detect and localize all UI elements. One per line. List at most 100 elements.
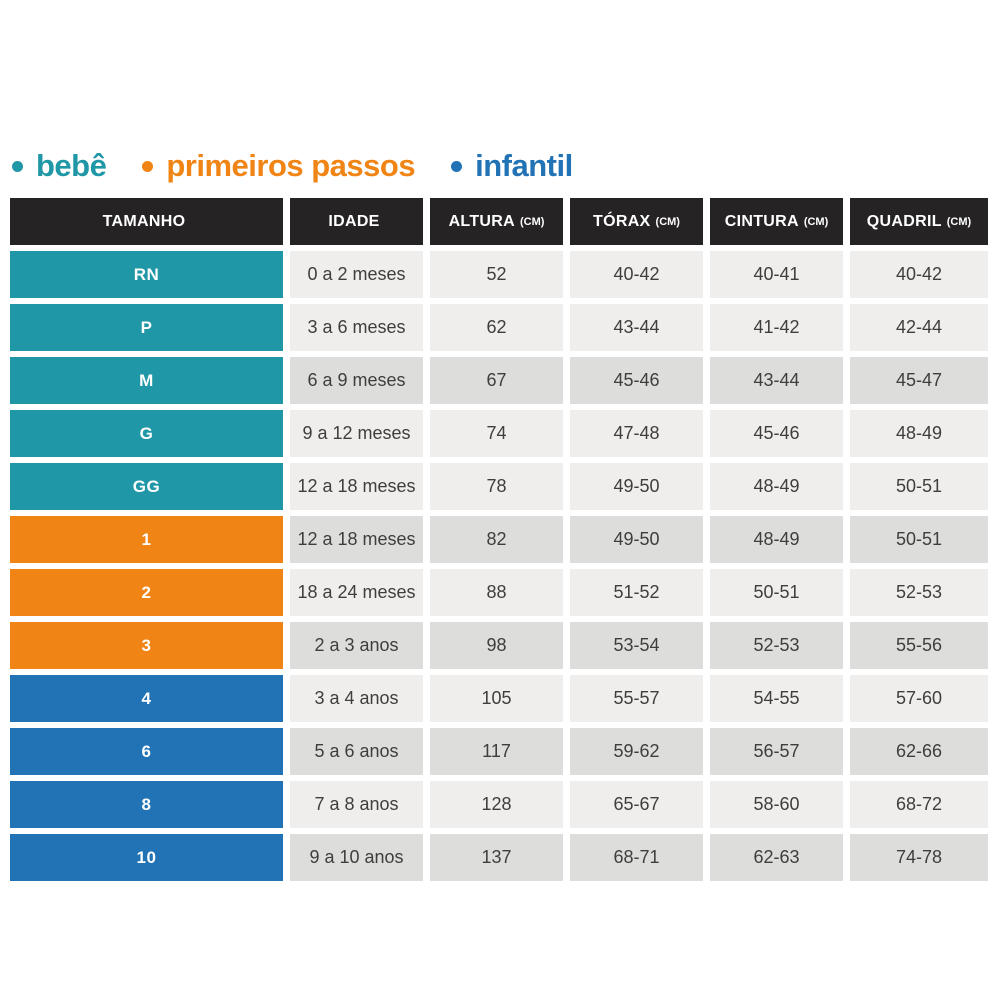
chest-cell: 47-48 (570, 410, 703, 457)
height-cell: 78 (430, 463, 563, 510)
waist-cell: 45-46 (710, 410, 843, 457)
height-cell: 137 (430, 834, 563, 881)
waist-cell: 43-44 (710, 357, 843, 404)
height-cell: 82 (430, 516, 563, 563)
waist-cell: 48-49 (710, 516, 843, 563)
header-label: TÓRAX (593, 212, 651, 230)
height-cell: 52 (430, 251, 563, 298)
waist-cell: 54-55 (710, 675, 843, 722)
chest-cell: 51-52 (570, 569, 703, 616)
size-cell: RN (10, 251, 283, 298)
legend-label: infantil (475, 148, 573, 183)
legend-label: bebê (36, 148, 107, 183)
size-cell: 10 (10, 834, 283, 881)
size-cell: 6 (10, 728, 283, 775)
hip-cell: 55-56 (850, 622, 988, 669)
height-cell: 74 (430, 410, 563, 457)
size-cell: G (10, 410, 283, 457)
hip-cell: 42-44 (850, 304, 988, 351)
age-cell: 12 a 18 meses (290, 463, 423, 510)
size-chart-page: bebê primeiros passos infantil TAMANHO I… (10, 147, 990, 881)
header-cell-torax: TÓRAX (CM) (570, 198, 703, 245)
chest-cell: 49-50 (570, 463, 703, 510)
hip-cell: 40-42 (850, 251, 988, 298)
chest-cell: 68-71 (570, 834, 703, 881)
hip-cell: 48-49 (850, 410, 988, 457)
header-unit: (CM) (519, 215, 545, 228)
hip-cell: 68-72 (850, 781, 988, 828)
hip-cell: 45-47 (850, 357, 988, 404)
legend-item-primeiros-passos: primeiros passos (142, 148, 416, 184)
size-cell: 8 (10, 781, 283, 828)
age-cell: 7 a 8 anos (290, 781, 423, 828)
age-cell: 9 a 10 anos (290, 834, 423, 881)
size-cell: GG (10, 463, 283, 510)
header-cell-cintura: CINTURA (CM) (710, 198, 843, 245)
header-label: IDADE (328, 212, 380, 230)
height-cell: 88 (430, 569, 563, 616)
size-group-legend: bebê primeiros passos infantil (12, 147, 990, 185)
waist-cell: 62-63 (710, 834, 843, 881)
waist-cell: 58-60 (710, 781, 843, 828)
legend-item-infantil: infantil (451, 148, 573, 184)
hip-cell: 50-51 (850, 463, 988, 510)
header-unit: (CM) (803, 215, 829, 228)
bullet-icon (12, 160, 23, 172)
bullet-icon (451, 160, 463, 172)
hip-cell: 74-78 (850, 834, 988, 881)
age-cell: 18 a 24 meses (290, 569, 423, 616)
size-cell: 4 (10, 675, 283, 722)
size-cell: M (10, 357, 283, 404)
header-cell-idade: IDADE (290, 198, 423, 245)
legend-label: primeiros passos (166, 148, 416, 183)
waist-cell: 50-51 (710, 569, 843, 616)
header-label: QUADRIL (866, 212, 942, 230)
size-cell: 1 (10, 516, 283, 563)
chest-cell: 49-50 (570, 516, 703, 563)
chest-cell: 55-57 (570, 675, 703, 722)
chest-cell: 45-46 (570, 357, 703, 404)
waist-cell: 48-49 (710, 463, 843, 510)
waist-cell: 56-57 (710, 728, 843, 775)
header-cell-altura: ALTURA (CM) (430, 198, 563, 245)
header-label: TAMANHO (102, 212, 186, 230)
waist-cell: 41-42 (710, 304, 843, 351)
height-cell: 62 (430, 304, 563, 351)
legend-item-bebe: bebê (12, 148, 107, 184)
age-cell: 2 a 3 anos (290, 622, 423, 669)
age-cell: 3 a 4 anos (290, 675, 423, 722)
header-label: ALTURA (448, 212, 515, 230)
hip-cell: 57-60 (850, 675, 988, 722)
chest-cell: 59-62 (570, 728, 703, 775)
hip-cell: 62-66 (850, 728, 988, 775)
age-cell: 6 a 9 meses (290, 357, 423, 404)
header-cell-tamanho: TAMANHO (10, 198, 283, 245)
height-cell: 105 (430, 675, 563, 722)
size-table: TAMANHO IDADE ALTURA (CM) TÓRAX (CM) CINTU… (10, 198, 990, 881)
size-cell: 2 (10, 569, 283, 616)
size-cell: 3 (10, 622, 283, 669)
bullet-icon (142, 160, 154, 172)
chest-cell: 43-44 (570, 304, 703, 351)
header-unit: (CM) (946, 215, 972, 228)
age-cell: 5 a 6 anos (290, 728, 423, 775)
size-cell: P (10, 304, 283, 351)
hip-cell: 50-51 (850, 516, 988, 563)
waist-cell: 52-53 (710, 622, 843, 669)
chest-cell: 65-67 (570, 781, 703, 828)
header-cell-quadril: QUADRIL (CM) (850, 198, 988, 245)
age-cell: 0 a 2 meses (290, 251, 423, 298)
height-cell: 117 (430, 728, 563, 775)
waist-cell: 40-41 (710, 251, 843, 298)
chest-cell: 53-54 (570, 622, 703, 669)
header-label: CINTURA (724, 212, 799, 230)
age-cell: 9 a 12 meses (290, 410, 423, 457)
age-cell: 3 a 6 meses (290, 304, 423, 351)
chest-cell: 40-42 (570, 251, 703, 298)
height-cell: 98 (430, 622, 563, 669)
age-cell: 12 a 18 meses (290, 516, 423, 563)
header-unit: (CM) (655, 215, 680, 228)
height-cell: 67 (430, 357, 563, 404)
height-cell: 128 (430, 781, 563, 828)
hip-cell: 52-53 (850, 569, 988, 616)
